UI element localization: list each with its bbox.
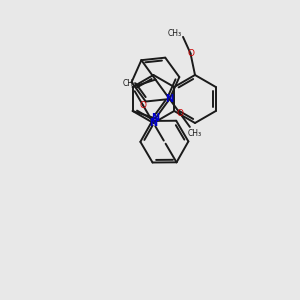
Text: N: N bbox=[152, 113, 160, 123]
Text: O: O bbox=[140, 101, 147, 110]
Text: O: O bbox=[177, 109, 184, 118]
Text: CH₃: CH₃ bbox=[188, 129, 202, 138]
Text: CH₃: CH₃ bbox=[167, 29, 182, 38]
Text: N: N bbox=[149, 118, 158, 128]
Text: N: N bbox=[166, 94, 174, 104]
Text: O: O bbox=[187, 49, 194, 58]
Text: CH₃: CH₃ bbox=[123, 79, 137, 88]
